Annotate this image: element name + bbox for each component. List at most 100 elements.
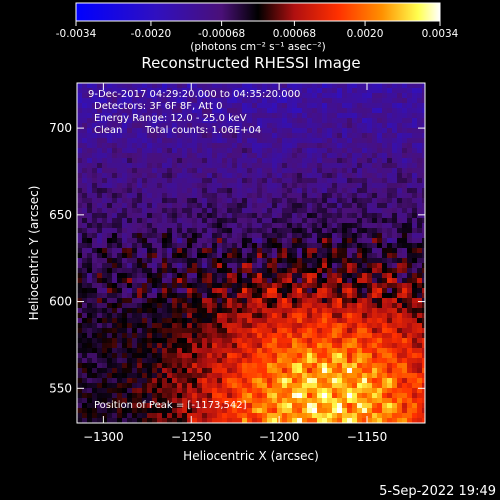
heatmap-cell xyxy=(327,133,332,138)
heatmap-cell xyxy=(362,283,367,288)
heatmap-cell xyxy=(107,93,112,98)
heatmap-cell xyxy=(137,293,142,298)
heatmap-cell xyxy=(357,373,362,378)
heatmap-cell xyxy=(367,148,372,153)
heatmap-cell xyxy=(187,388,192,393)
heatmap-cell xyxy=(237,183,242,188)
heatmap-cell xyxy=(332,398,337,403)
heatmap-cell xyxy=(282,238,287,243)
heatmap-cell xyxy=(292,273,297,278)
heatmap-cell xyxy=(272,298,277,303)
heatmap-cell xyxy=(322,258,327,263)
heatmap-cell xyxy=(112,358,117,363)
heatmap-cell xyxy=(92,238,97,243)
heatmap-cell xyxy=(317,363,322,368)
heatmap-cell xyxy=(372,128,377,133)
heatmap-cell xyxy=(102,313,107,318)
heatmap-cell xyxy=(237,328,242,333)
heatmap-cell xyxy=(232,108,237,113)
heatmap-cell xyxy=(357,398,362,403)
heatmap-cell xyxy=(192,213,197,218)
heatmap-cell xyxy=(187,253,192,258)
heatmap-cell xyxy=(237,248,242,253)
heatmap-cell xyxy=(302,158,307,163)
heatmap-cell xyxy=(127,178,132,183)
heatmap-cell xyxy=(227,248,232,253)
heatmap-cell xyxy=(217,188,222,193)
heatmap-cell xyxy=(182,123,187,128)
heatmap-cell xyxy=(272,333,277,338)
heatmap-cell xyxy=(187,188,192,193)
heatmap-cell xyxy=(392,288,397,293)
heatmap-cell xyxy=(157,123,162,128)
heatmap-cell xyxy=(237,273,242,278)
heatmap-cell xyxy=(127,108,132,113)
heatmap-cell xyxy=(97,353,102,358)
heatmap-cell xyxy=(187,93,192,98)
heatmap-cell xyxy=(417,298,422,303)
heatmap-cell xyxy=(422,403,425,408)
heatmap-cell xyxy=(132,178,137,183)
heatmap-cell xyxy=(422,88,425,93)
heatmap-cell xyxy=(377,258,382,263)
heatmap-cell xyxy=(307,168,312,173)
heatmap-cell xyxy=(202,413,207,418)
heatmap-cell xyxy=(272,113,277,118)
heatmap-cell xyxy=(377,288,382,293)
heatmap-cell xyxy=(407,318,412,323)
heatmap-cell xyxy=(227,203,232,208)
heatmap-cell xyxy=(422,378,425,383)
heatmap-cell xyxy=(232,193,237,198)
heatmap-cell xyxy=(362,318,367,323)
heatmap-cell xyxy=(322,283,327,288)
heatmap-cell xyxy=(332,193,337,198)
heatmap-cell xyxy=(402,178,407,183)
heatmap-cell xyxy=(297,348,302,353)
heatmap-cell xyxy=(322,143,327,148)
heatmap-cell xyxy=(307,108,312,113)
heatmap-cell xyxy=(352,218,357,223)
heatmap-cell xyxy=(127,118,132,123)
heatmap-cell xyxy=(87,343,92,348)
heatmap-cell xyxy=(337,378,342,383)
heatmap-cell xyxy=(357,243,362,248)
heatmap-cell xyxy=(372,163,377,168)
heatmap-cell xyxy=(197,293,202,298)
heatmap-cell xyxy=(312,168,317,173)
heatmap-cell xyxy=(267,98,272,103)
heatmap-cell xyxy=(302,83,307,88)
heatmap-cell xyxy=(227,318,232,323)
heatmap-cell xyxy=(297,413,302,418)
heatmap-cell xyxy=(147,373,152,378)
heatmap-cell xyxy=(242,328,247,333)
heatmap-cell xyxy=(182,358,187,363)
heatmap-cell xyxy=(157,393,162,398)
heatmap-cell xyxy=(162,103,167,108)
heatmap-cell xyxy=(342,173,347,178)
heatmap-cell xyxy=(397,258,402,263)
heatmap-cell xyxy=(267,353,272,358)
heatmap-cell xyxy=(122,203,127,208)
heatmap-cell xyxy=(227,213,232,218)
heatmap-cell xyxy=(317,188,322,193)
heatmap-cell xyxy=(142,323,147,328)
heatmap-cell xyxy=(267,153,272,158)
heatmap-cell xyxy=(342,338,347,343)
heatmap-cell xyxy=(77,378,82,383)
heatmap-cell xyxy=(317,133,322,138)
heatmap-cell xyxy=(227,273,232,278)
heatmap-cell xyxy=(252,223,257,228)
heatmap-cell xyxy=(362,343,367,348)
heatmap-cell xyxy=(132,338,137,343)
heatmap-cell xyxy=(297,303,302,308)
heatmap-cell xyxy=(107,178,112,183)
heatmap-cell xyxy=(292,153,297,158)
heatmap-cell xyxy=(362,373,367,378)
heatmap-cell xyxy=(187,418,192,423)
heatmap-cell xyxy=(357,203,362,208)
heatmap-cell xyxy=(87,368,92,373)
heatmap-cell xyxy=(377,368,382,373)
heatmap-cell xyxy=(197,143,202,148)
heatmap-cell xyxy=(142,158,147,163)
heatmap-cell xyxy=(347,83,352,88)
